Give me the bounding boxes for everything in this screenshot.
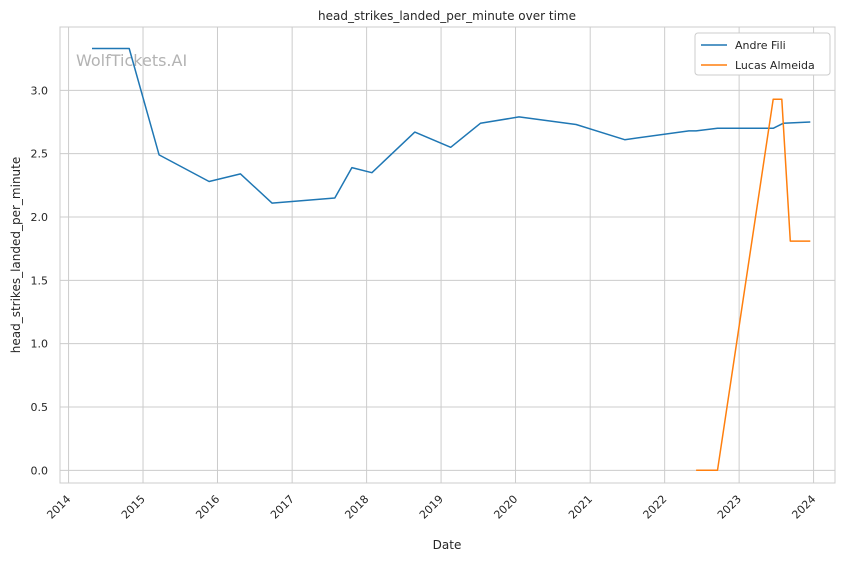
x-tick-label: 2016	[193, 493, 222, 522]
data-point	[790, 240, 792, 242]
x-tick-label: 2019	[417, 493, 446, 522]
data-point	[334, 197, 336, 199]
watermark: WolfTickets.AI	[76, 51, 187, 70]
y-tick-labels: 0.0 0.5 1.0 1.5 2.0 2.5 3.0	[31, 84, 49, 477]
x-tick-label: 2017	[268, 493, 297, 522]
legend-label-1: Lucas Almeida	[735, 59, 815, 72]
x-tick-label: 2024	[789, 493, 818, 522]
x-tick-label: 2018	[342, 493, 371, 522]
data-point	[208, 181, 210, 183]
x-tick-label: 2014	[44, 493, 73, 522]
data-point	[772, 98, 774, 100]
data-point	[414, 131, 416, 133]
x-tick: 2021	[566, 493, 595, 522]
data-point	[450, 147, 452, 149]
data-point	[810, 121, 812, 123]
y-tick-label: 0.0	[31, 464, 49, 477]
y-axis-label: head_strikes_landed_per_minute	[9, 157, 23, 354]
data-point	[91, 48, 93, 50]
y-tick-label: 2.0	[31, 211, 49, 224]
data-point	[688, 130, 690, 132]
x-tick-labels: 2014 2015 2016 2017 2018 2019 2020 2021 2022 2023…	[44, 493, 818, 522]
y-tick-label: 1.5	[31, 274, 49, 287]
x-tick: 2020	[491, 493, 520, 522]
legend: Andre Fili Lucas Almeida	[694, 32, 831, 76]
y-tick-label: 0.5	[31, 401, 49, 414]
data-point	[575, 124, 577, 126]
x-tick: 2016	[193, 493, 222, 522]
data-point	[158, 154, 160, 156]
x-tick-label: 2020	[491, 493, 520, 522]
x-tick-label: 2015	[119, 493, 148, 522]
data-point	[518, 116, 520, 118]
data-point	[695, 470, 697, 472]
x-tick: 2024	[789, 493, 818, 522]
data-point	[240, 173, 242, 175]
x-tick-label: 2023	[715, 493, 744, 522]
data-point	[271, 202, 273, 204]
series-line-1	[696, 98, 811, 472]
x-tick: 2015	[119, 493, 148, 522]
series-layer	[91, 47, 812, 472]
data-point	[717, 470, 719, 472]
x-tick: 2018	[342, 493, 371, 522]
x-tick: 2014	[44, 493, 73, 522]
data-point	[480, 123, 482, 125]
y-tick-label: 3.0	[31, 84, 49, 97]
legend-label-0: Andre Fili	[735, 39, 786, 52]
data-point	[128, 48, 130, 50]
grid	[60, 27, 835, 483]
data-point	[371, 172, 373, 174]
data-point	[695, 130, 697, 132]
y-tick-label: 2.5	[31, 148, 49, 161]
x-tick-label: 2021	[566, 493, 595, 522]
x-axis-label: Date	[433, 538, 462, 552]
x-tick: 2023	[715, 493, 744, 522]
series-line-0	[92, 47, 811, 204]
x-tick: 2019	[417, 493, 446, 522]
data-point	[351, 167, 353, 169]
x-tick: 2017	[268, 493, 297, 522]
legend-box	[694, 32, 831, 76]
plot-frame	[59, 26, 836, 484]
data-point	[781, 98, 783, 100]
chart-title: head_strikes_landed_per_minute over time	[318, 9, 576, 23]
y-tick-label: 1.0	[31, 338, 49, 351]
x-tick: 2022	[641, 493, 670, 522]
x-tick-label: 2022	[641, 493, 670, 522]
data-point	[810, 240, 812, 242]
data-point	[624, 139, 626, 141]
data-point	[772, 128, 774, 130]
data-point	[717, 128, 719, 130]
